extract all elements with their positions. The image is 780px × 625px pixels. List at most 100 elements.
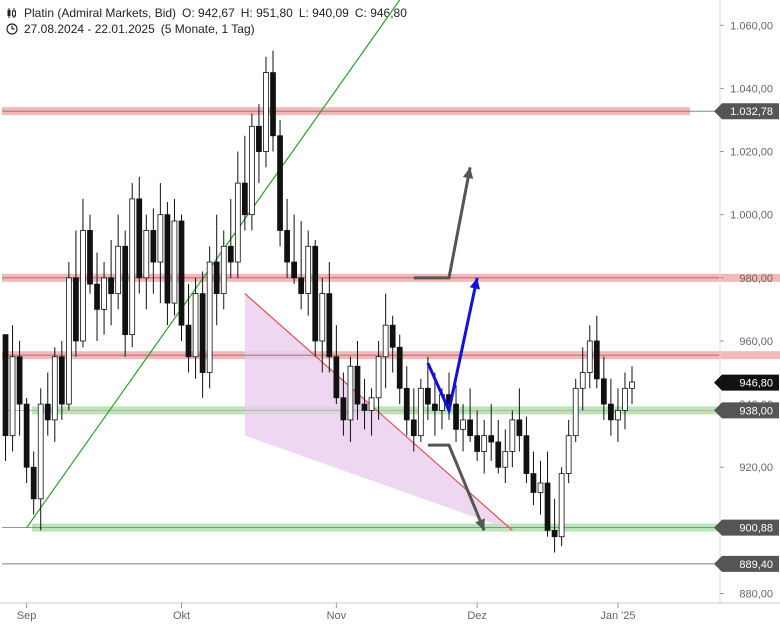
x-tick-label: Sep [17,610,37,622]
close-value: C: 946,80 [354,6,407,20]
candle [389,324,396,348]
candle [263,72,269,152]
candle [319,293,326,342]
candle [453,403,459,430]
arrow-head [475,518,485,531]
y-tick-label: 1.000,00 [730,210,773,222]
candle [80,230,86,342]
candle [291,261,297,279]
candle [375,356,382,399]
candle [361,403,368,411]
candle [495,441,502,468]
candle [530,473,537,493]
x-tick-label: Nov [327,610,347,622]
chart-header: Platin (Admiral Markets, Bid) O: 942,67 … [6,5,407,37]
candle [382,324,389,358]
candle [615,410,621,421]
trendline [26,0,401,528]
candle [256,125,262,152]
clock-icon [6,23,18,35]
candle [488,435,495,443]
candle [544,482,551,531]
candle [403,387,410,421]
level-badge-label: 889,40 [739,559,773,571]
candle [410,419,417,437]
candle [270,72,276,137]
level-badge [714,402,779,419]
level-badge [714,519,779,536]
low-value: L: 940,09 [298,6,349,20]
y-tick-label: 880,00 [739,589,773,601]
candle [66,277,72,405]
candle [432,403,438,411]
candle [516,419,523,437]
candle [474,435,481,452]
candle [417,387,424,437]
candle [37,403,44,500]
candle [481,435,488,452]
chart-period: (5 Monate, 1 Tag) [160,22,255,36]
candle [213,261,220,295]
candle [558,473,565,538]
candle [326,293,333,358]
candle [340,397,347,421]
candle [565,435,572,474]
candle [58,356,65,405]
candle [368,397,375,411]
open-value: O: 942,67 [182,6,235,20]
y-tick-label: 1.040,00 [730,83,773,95]
candle [220,245,227,295]
candle [298,277,305,295]
level-badge [714,103,779,120]
date-range: 27.08.2024 - 22.01.2025 [24,22,155,36]
candle [157,214,164,263]
last-price-badge [714,374,779,391]
candle [51,356,58,421]
candle [586,340,593,373]
projection-arrow [413,167,472,280]
candle [73,277,79,342]
candle [44,403,51,421]
candle [206,261,213,373]
candle [425,387,431,405]
projection-arrow [427,443,486,531]
candle [115,245,122,295]
candle [241,182,248,216]
candle [171,220,178,304]
x-tick-label: Jan '25 [600,610,635,622]
candle [101,277,107,310]
candle [354,365,361,405]
y-tick-label: 1.020,00 [730,147,773,159]
candle [9,356,16,437]
candle [94,283,100,310]
candle [284,230,290,263]
candle [87,230,93,285]
high-value: H: 951,80 [240,6,293,20]
candle [629,381,635,389]
last-price-label: 946,80 [739,378,773,390]
instrument-title: Platin (Admiral Markets, Bid) [24,6,177,20]
candle [23,403,30,468]
candle [579,372,586,389]
candle [108,277,114,295]
arrow-head [469,277,481,290]
candle [312,245,319,342]
candle [129,198,136,336]
candle [199,293,206,373]
candle [192,293,199,358]
candle [136,198,143,279]
candle [30,466,37,500]
level-badge-label: 900,88 [739,523,773,535]
y-tick-label: 980,00 [739,273,773,285]
candle [234,182,241,263]
candle [608,403,614,421]
x-tick-label: Okt [173,610,190,622]
arrow-head [462,167,474,179]
candle [249,125,255,216]
candle [164,214,171,304]
candle [178,220,185,326]
candle [551,529,558,538]
candlestick-icon [7,8,16,18]
candle [509,419,516,452]
